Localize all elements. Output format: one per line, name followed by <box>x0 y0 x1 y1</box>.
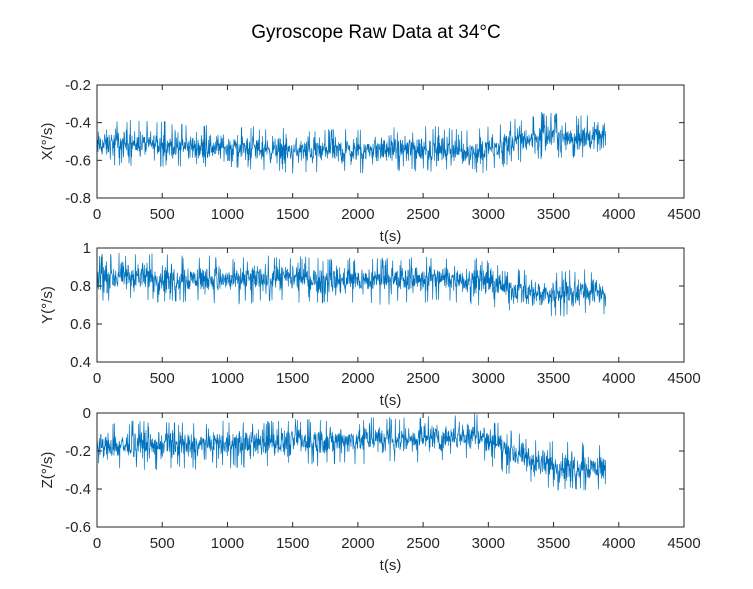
y-tick-label-x: -0.4 <box>65 115 91 132</box>
series-line-z <box>96 413 607 491</box>
series-line-x <box>96 111 607 174</box>
x-tick-label-x: 500 <box>150 206 175 223</box>
subplot-x: 0 500 1000 1500 2000 2500 3000 3500 4000 4500 -0.8… <box>39 77 701 245</box>
x-tick-label-y: 1000 <box>211 370 244 387</box>
y-axis-label-y: Y(°/s) <box>39 286 56 324</box>
axes-frame-z <box>96 412 685 528</box>
axes-box-y <box>96 247 685 363</box>
x-tick-label-x: 4500 <box>667 206 700 223</box>
x-tick-label-z: 3000 <box>472 535 505 552</box>
y-axis-label-z: Z(°/s) <box>39 452 56 489</box>
x-tick-label-x: 0 <box>93 206 101 223</box>
x-tick-label-z: 1000 <box>211 535 244 552</box>
subplot-y: 0 500 1000 1500 2000 2500 3000 3500 4000 4500 0.4 0… <box>39 240 701 409</box>
x-tick-label-z: 2500 <box>406 535 439 552</box>
y-tick-label-x: -0.8 <box>65 190 91 207</box>
y-tick-label-y: 0.4 <box>70 354 91 371</box>
y-tick-label-y: 0.6 <box>70 316 91 333</box>
y-tick-label-z: -0.6 <box>65 519 91 536</box>
x-tick-label-y: 3500 <box>537 370 570 387</box>
x-tick-label-y: 500 <box>150 370 175 387</box>
x-axis-label-z: t(s) <box>380 557 402 574</box>
x-tick-label-x: 2000 <box>341 206 374 223</box>
x-tick-label-z: 0 <box>93 535 101 552</box>
x-tick-label-y: 1500 <box>276 370 309 387</box>
x-tick-label-z: 4500 <box>667 535 700 552</box>
x-tick-label-z: 2000 <box>341 535 374 552</box>
x-tick-label-y: 2000 <box>341 370 374 387</box>
y-tick-label-x: -0.2 <box>65 77 91 94</box>
subplots-container: 0 500 1000 1500 2000 2500 3000 3500 4000 4500-0.8… <box>39 77 701 574</box>
y-tick-label-z: 0 <box>83 405 91 422</box>
x-tick-label-x: 2500 <box>406 206 439 223</box>
x-tick-label-y: 0 <box>93 370 101 387</box>
y-axis-label-x: X(°/s) <box>39 123 56 161</box>
y-tick-label-y: 1 <box>83 240 91 257</box>
x-tick-label-y: 2500 <box>406 370 439 387</box>
figure-title: Gyroscope Raw Data at 34°C <box>251 22 500 43</box>
x-tick-label-x: 1000 <box>211 206 244 223</box>
x-tick-label-y: 4500 <box>667 370 700 387</box>
x-tick-label-z: 3500 <box>537 535 570 552</box>
axes-frame-x <box>96 84 685 199</box>
x-tick-label-z: 4000 <box>602 535 635 552</box>
x-tick-label-z: 1500 <box>276 535 309 552</box>
y-tick-label-y: 0.8 <box>70 278 91 295</box>
subplot-z: 0 500 1000 1500 2000 2500 3000 3500 4000 4500 -0.6… <box>39 405 701 574</box>
axes-box-x <box>96 84 685 199</box>
x-axis-label-x: t(s) <box>380 228 402 245</box>
x-tick-label-z: 500 <box>150 535 175 552</box>
x-tick-label-x: 4000 <box>602 206 635 223</box>
x-tick-label-x: 1500 <box>276 206 309 223</box>
x-tick-label-y: 4000 <box>602 370 635 387</box>
x-axis-label-y: t(s) <box>380 392 402 409</box>
y-tick-label-z: -0.2 <box>65 443 91 460</box>
x-tick-label-y: 3000 <box>472 370 505 387</box>
x-tick-label-x: 3000 <box>472 206 505 223</box>
y-tick-label-x: -0.6 <box>65 152 91 169</box>
series-line-y <box>96 252 607 317</box>
axes-frame-y <box>96 247 685 363</box>
y-tick-label-z: -0.4 <box>65 481 91 498</box>
x-tick-label-x: 3500 <box>537 206 570 223</box>
